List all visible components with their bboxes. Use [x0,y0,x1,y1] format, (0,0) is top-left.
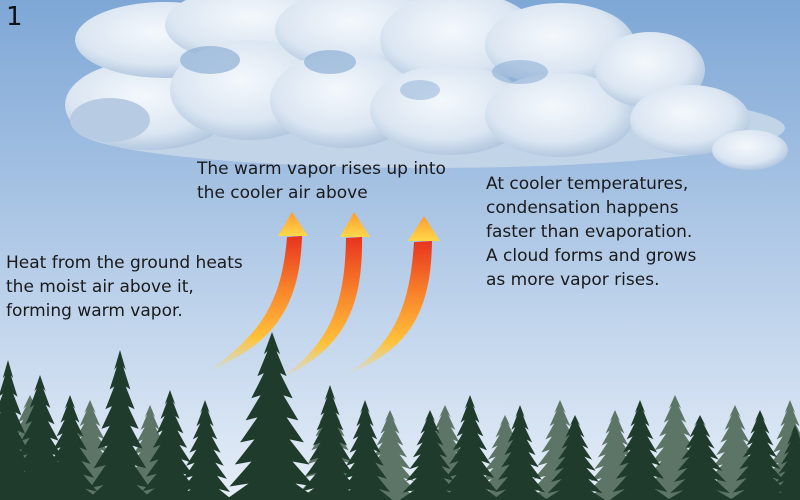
rising-warm-air-arrows [206,212,440,380]
label-line: forming warm vapor. [6,301,183,321]
label-line: faster than evaporation. [486,222,693,242]
conifer-tree-icon [87,350,153,500]
label-line: the cooler air above [197,183,368,203]
label-vapor-rises: The warm vapor rises up into the cooler … [197,157,446,205]
conifer-tree-icon [439,395,501,500]
conifer-tree-icon [399,410,461,500]
rising-arrow-icon [206,212,308,372]
step-number: 1 [6,2,23,32]
label-line: At cooler temperatures, [486,174,689,194]
cumulus-cloud-icon [65,0,788,170]
label-line: the moist air above it, [6,277,194,297]
conifer-tree-icon [39,395,101,500]
rising-arrow-icon [344,216,440,376]
conifer-tree-icon [337,400,393,500]
label-line: as more vapor rises. [486,270,660,290]
conifer-tree-icon [139,390,201,500]
conifer-tree-icon [770,425,800,500]
conifer-tree-icon [177,400,233,500]
conifer-tree-icon [729,410,791,500]
label-line: Heat from the ground heats [6,253,243,273]
rising-arrow-icon [278,212,370,380]
conifer-tree-icon [299,385,361,500]
label-cloud-forms: At cooler temperatures, condensation hap… [486,172,696,292]
conifer-tree-icon [667,415,733,500]
label-ground-heat: Heat from the ground heats the moist air… [6,251,243,323]
conifer-tree-icon [544,415,606,500]
label-line: The warm vapor rises up into [197,159,446,179]
front-tree-line [0,332,800,500]
label-line: A cloud forms and grows [486,246,697,266]
conifer-tree-icon [225,332,319,500]
conifer-tree-icon [609,400,671,500]
label-line: condensation happens [486,198,679,218]
conifer-tree-icon [492,405,548,500]
